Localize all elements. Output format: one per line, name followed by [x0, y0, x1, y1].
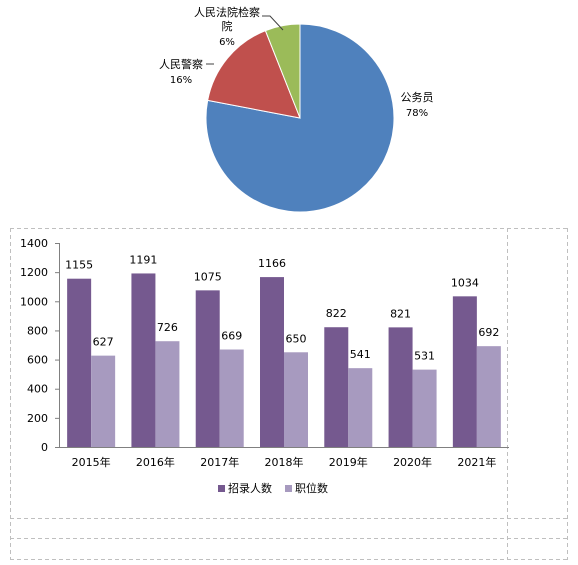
bar-value-label: 627 — [93, 336, 114, 349]
bar-value-label: 1155 — [65, 259, 93, 272]
bar-value-label: 541 — [350, 348, 371, 361]
x-tick-label: 2021年 — [457, 455, 496, 469]
pie-slice-fayuan — [264, 23, 301, 119]
legend: 招录人数 职位数 — [218, 481, 328, 495]
bar-zhaolu — [131, 273, 156, 447]
x-tick-label: 2017年 — [200, 455, 239, 469]
bar-zhiwei — [284, 352, 308, 447]
bar-value-label: 1191 — [129, 253, 157, 266]
pie-label-fayuan-percent: 6% — [219, 37, 235, 48]
y-tick-label: 800 — [27, 324, 48, 337]
bar-value-label: 821 — [390, 307, 411, 320]
y-tick-label: 600 — [27, 354, 48, 367]
legend-swatch-zhaolu — [218, 485, 225, 492]
x-tick-label: 2015年 — [72, 455, 111, 469]
bar-zhiwei — [91, 355, 116, 447]
bar-zhaolu — [260, 277, 284, 447]
bar-zhiwei — [412, 369, 437, 447]
y-tick-label: 200 — [27, 412, 48, 425]
pie-slice-gongwuyuan — [205, 23, 395, 213]
x-tick-label: 2019年 — [329, 455, 368, 469]
pie-slice-jingcha — [207, 29, 301, 119]
bar-value-label: 1075 — [194, 270, 222, 283]
pie-chart: 公务员 78% 人民警察 16% 人民法院检察 院 6% — [159, 5, 434, 213]
legend-label-zhaolu: 招录人数 — [228, 481, 272, 495]
y-tick-label: 1200 — [20, 266, 48, 279]
bar-value-label: 1034 — [451, 276, 479, 289]
bar-zhiwei — [476, 346, 501, 447]
pie-label-gongwuyuan: 公务员 78% — [401, 91, 434, 119]
chart-frame — [10, 228, 568, 560]
pie-label-gongwuyuan-percent: 78% — [406, 108, 428, 119]
y-tick-label: 400 — [27, 383, 48, 396]
bar-zhaolu — [195, 290, 220, 447]
pie-label-fayuan-name-line1: 人民法院检察 — [194, 5, 260, 19]
bar-value-label: 692 — [478, 326, 499, 339]
bar-zhaolu — [452, 296, 477, 447]
bar-value-label: 669 — [221, 330, 242, 343]
y-tick-label: 0 — [41, 441, 48, 454]
y-axis-ticks: 0 200 400 600 800 1000 1200 1400 — [20, 237, 59, 454]
bar-value-label: 1166 — [258, 257, 286, 270]
x-tick-label: 2016年 — [136, 455, 175, 469]
bar-value-label: 650 — [286, 332, 307, 345]
bar-zhiwei — [155, 341, 180, 447]
bar-value-labels: 1155 627 1191 726 1075 669 1166 650 822 541 821 531… — [65, 253, 499, 362]
bar-zhaolu — [388, 327, 413, 447]
legend-label-zhiwei: 职位数 — [295, 481, 328, 495]
bar-zhaolu — [67, 278, 92, 447]
pie-label-gongwuyuan-name: 公务员 — [401, 91, 434, 104]
y-tick-label: 1000 — [20, 295, 48, 308]
pie-label-jingcha: 人民警察 16% — [159, 57, 214, 86]
bar-zhiwei — [219, 349, 244, 447]
y-tick-label: 1400 — [20, 237, 48, 250]
legend-swatch-zhiwei — [285, 485, 292, 492]
bars — [67, 273, 501, 447]
pie-leader-fayuan — [262, 15, 284, 31]
x-axis-labels: 2015年 2016年 2017年 2018年 2019年 2020年 2021年 — [72, 455, 497, 469]
bar-value-label: 531 — [414, 350, 435, 363]
pie-label-fayuan: 人民法院检察 院 6% — [194, 5, 284, 48]
pie-label-jingcha-percent: 16% — [170, 75, 192, 86]
pie-label-fayuan-name-line2: 院 — [222, 19, 233, 33]
pie-label-jingcha-name: 人民警察 — [159, 57, 203, 71]
bar-value-label: 726 — [157, 321, 178, 334]
pie-slices — [205, 23, 395, 213]
bar-zhiwei — [348, 368, 373, 447]
x-tick-label: 2018年 — [265, 455, 304, 469]
bar-value-label: 822 — [326, 307, 347, 320]
x-tick-label: 2020年 — [393, 455, 432, 469]
bar-zhaolu — [324, 327, 349, 447]
